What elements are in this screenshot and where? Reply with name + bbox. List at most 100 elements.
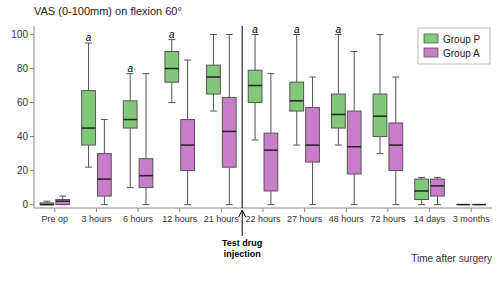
x-tick bbox=[304, 208, 305, 212]
whisker-high bbox=[296, 35, 297, 83]
x-tick bbox=[96, 208, 97, 212]
legend-frame bbox=[418, 28, 490, 64]
legend-swatch bbox=[424, 34, 438, 43]
y-tick bbox=[30, 34, 34, 35]
box bbox=[290, 82, 304, 111]
y-tick bbox=[30, 102, 34, 103]
box bbox=[139, 159, 153, 188]
y-tick bbox=[30, 68, 34, 69]
whisker-high bbox=[88, 43, 89, 91]
whisker-high bbox=[270, 74, 271, 134]
significance-label: a bbox=[252, 24, 258, 35]
median bbox=[290, 100, 304, 102]
cap-high bbox=[226, 34, 233, 35]
x-tick bbox=[138, 208, 139, 212]
cap-high bbox=[210, 34, 217, 35]
box bbox=[347, 111, 361, 174]
box-plot bbox=[56, 196, 70, 205]
whisker-low bbox=[171, 82, 172, 102]
cap-low bbox=[309, 204, 316, 205]
cap-low bbox=[392, 204, 399, 205]
whisker-low bbox=[187, 171, 188, 205]
median bbox=[165, 68, 179, 70]
median bbox=[456, 204, 470, 206]
significance-label: a bbox=[294, 24, 300, 35]
x-tick-label: 72 hours bbox=[370, 214, 406, 224]
cap-low bbox=[210, 111, 217, 112]
cap-high bbox=[267, 73, 274, 74]
whisker-high bbox=[395, 77, 396, 123]
x-tick bbox=[346, 208, 347, 212]
event-label-line: injection bbox=[224, 249, 261, 259]
y-tick-label: 60 bbox=[17, 97, 29, 108]
whisker-high bbox=[213, 35, 214, 66]
cap-high bbox=[392, 77, 399, 78]
whisker-low bbox=[312, 162, 313, 205]
y-axis bbox=[34, 26, 35, 208]
box-plot bbox=[222, 35, 236, 205]
median bbox=[373, 115, 387, 117]
cap-low bbox=[143, 204, 150, 205]
whisker-low bbox=[130, 128, 131, 188]
whisker-low bbox=[229, 167, 230, 204]
cap-high bbox=[351, 51, 358, 52]
box-plot bbox=[82, 43, 96, 167]
median bbox=[415, 190, 429, 192]
whisker-low bbox=[146, 188, 147, 205]
x-tick bbox=[387, 208, 388, 212]
cap-high bbox=[418, 177, 425, 178]
y-tick bbox=[30, 204, 34, 205]
box-plot bbox=[389, 77, 403, 205]
y-tick-label: 100 bbox=[11, 29, 28, 40]
x-tick bbox=[429, 208, 430, 212]
y-tick-label: 20 bbox=[17, 165, 29, 176]
box bbox=[264, 133, 278, 191]
box bbox=[97, 154, 111, 197]
box-plot bbox=[306, 77, 320, 205]
significance-label: a bbox=[127, 63, 133, 74]
whisker-high bbox=[354, 52, 355, 112]
box-plot bbox=[181, 60, 195, 205]
median bbox=[389, 144, 403, 146]
median bbox=[207, 76, 221, 78]
box-plot bbox=[347, 52, 361, 205]
cap-high bbox=[59, 196, 66, 197]
x-axis-label: Time after surgery bbox=[411, 253, 492, 264]
significance-label: a bbox=[336, 24, 342, 35]
box-plot bbox=[331, 35, 345, 146]
whisker-low bbox=[379, 137, 380, 154]
box bbox=[472, 204, 486, 205]
box-plot bbox=[123, 74, 137, 188]
cap-low bbox=[267, 204, 274, 205]
whisker-high bbox=[338, 35, 339, 95]
box-plot bbox=[290, 35, 304, 146]
cap-low bbox=[101, 204, 108, 205]
median bbox=[181, 144, 195, 146]
median bbox=[248, 85, 262, 87]
whisker-low bbox=[255, 103, 256, 140]
median bbox=[472, 204, 486, 206]
legend: Group PGroup A bbox=[418, 28, 490, 64]
cap-low bbox=[252, 139, 259, 140]
x-tick bbox=[221, 208, 222, 212]
box bbox=[82, 91, 96, 145]
box-plot bbox=[165, 40, 179, 103]
x-tick-label: Pre op bbox=[42, 214, 69, 224]
x-tick-label: 22 hours bbox=[245, 214, 281, 224]
box-plot bbox=[456, 204, 470, 205]
cap-low bbox=[293, 145, 300, 146]
median bbox=[56, 200, 70, 202]
cap-low bbox=[127, 187, 134, 188]
y-tick-label: 0 bbox=[22, 199, 28, 210]
median bbox=[347, 146, 361, 148]
x-tick bbox=[179, 208, 180, 212]
whisker-high bbox=[171, 40, 172, 52]
cap-high bbox=[434, 177, 441, 178]
y-tick-label: 80 bbox=[17, 63, 29, 74]
whisker-high bbox=[104, 120, 105, 154]
box-plot bbox=[97, 120, 111, 205]
whisker-low bbox=[270, 191, 271, 205]
cap-low bbox=[168, 102, 175, 103]
cap-low bbox=[184, 204, 191, 205]
box-plot bbox=[207, 35, 221, 112]
